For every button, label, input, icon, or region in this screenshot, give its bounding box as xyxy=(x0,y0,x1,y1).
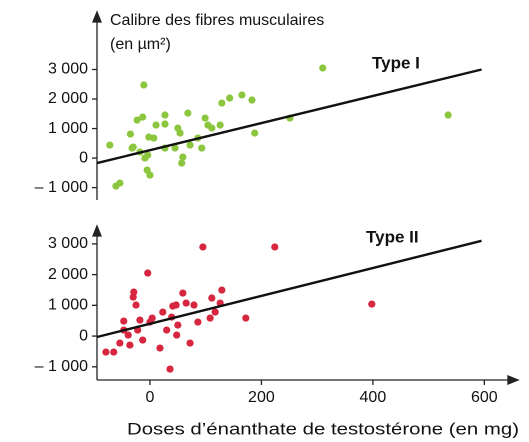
point xyxy=(156,344,164,352)
point xyxy=(171,144,179,152)
x-axis-label: Doses d’énanthate de testostérone (en mg… xyxy=(127,419,519,438)
point xyxy=(161,120,169,128)
point xyxy=(174,321,182,329)
point xyxy=(186,339,194,347)
point xyxy=(139,113,147,121)
point xyxy=(201,114,209,122)
point xyxy=(226,94,234,102)
point xyxy=(163,326,171,334)
y-tick-label: – 1 000 xyxy=(35,358,88,375)
point xyxy=(140,81,148,89)
y-tick-label: 2 000 xyxy=(48,266,88,283)
point xyxy=(152,121,160,129)
y-tick-label: 0 xyxy=(79,327,88,344)
arrow xyxy=(92,10,102,23)
point xyxy=(173,331,181,339)
point xyxy=(146,171,154,179)
point xyxy=(178,159,186,167)
point xyxy=(136,316,144,324)
point xyxy=(126,341,134,349)
y-tick-label: 1 000 xyxy=(48,297,88,314)
point xyxy=(126,130,135,138)
x-tick-label: 400 xyxy=(360,389,387,406)
point xyxy=(194,318,202,326)
point xyxy=(106,141,114,149)
point xyxy=(159,308,167,316)
annotation: Type I xyxy=(372,53,420,72)
point xyxy=(238,91,246,99)
arrow xyxy=(92,224,102,237)
point xyxy=(166,365,174,373)
point xyxy=(319,64,327,72)
y-tick-label: 2 000 xyxy=(48,90,88,107)
point xyxy=(182,299,190,307)
point xyxy=(368,300,376,308)
y-tick-label: 1 000 xyxy=(48,120,88,137)
x-tick-label: 200 xyxy=(248,389,275,406)
point xyxy=(218,286,226,294)
point xyxy=(216,121,224,129)
point xyxy=(199,243,207,251)
point xyxy=(198,144,206,152)
point xyxy=(444,111,452,119)
point xyxy=(116,179,124,187)
x-tick-label: 0 xyxy=(145,389,154,406)
point xyxy=(176,129,184,137)
trend-line xyxy=(96,239,482,339)
annotation: Type II xyxy=(366,227,419,246)
point xyxy=(133,116,141,124)
point xyxy=(271,243,279,251)
point xyxy=(190,301,198,309)
point xyxy=(116,339,124,347)
point xyxy=(102,348,110,356)
point xyxy=(139,336,147,344)
point xyxy=(130,288,138,296)
point xyxy=(172,301,180,309)
y-axis-label: (en µm²) xyxy=(110,36,171,53)
y-axis-label: Calibre des fibres musculaires xyxy=(110,12,324,29)
point xyxy=(211,308,219,316)
point xyxy=(186,141,194,149)
point xyxy=(206,314,214,322)
point xyxy=(144,151,152,159)
point xyxy=(132,301,140,309)
point xyxy=(248,96,256,104)
point xyxy=(251,129,259,137)
y-tick-label: 0 xyxy=(79,149,88,166)
trend-line xyxy=(96,68,482,165)
point xyxy=(110,348,118,356)
point xyxy=(148,314,156,322)
point xyxy=(242,314,250,322)
point xyxy=(179,153,187,161)
y-tick-label: 3 000 xyxy=(48,61,88,78)
point xyxy=(129,143,137,151)
point xyxy=(179,289,187,297)
point xyxy=(120,317,128,325)
point xyxy=(144,269,152,277)
axes xyxy=(92,10,520,385)
y-tick-label: – 1 000 xyxy=(35,179,88,196)
x-tick-label: 600 xyxy=(471,389,498,406)
point xyxy=(150,134,158,142)
point xyxy=(208,294,216,302)
point xyxy=(208,124,216,132)
y-tick-label: 3 000 xyxy=(48,235,88,252)
point xyxy=(124,331,132,339)
point xyxy=(184,109,192,117)
point xyxy=(161,111,169,119)
arrow xyxy=(507,375,520,385)
point xyxy=(218,99,226,107)
